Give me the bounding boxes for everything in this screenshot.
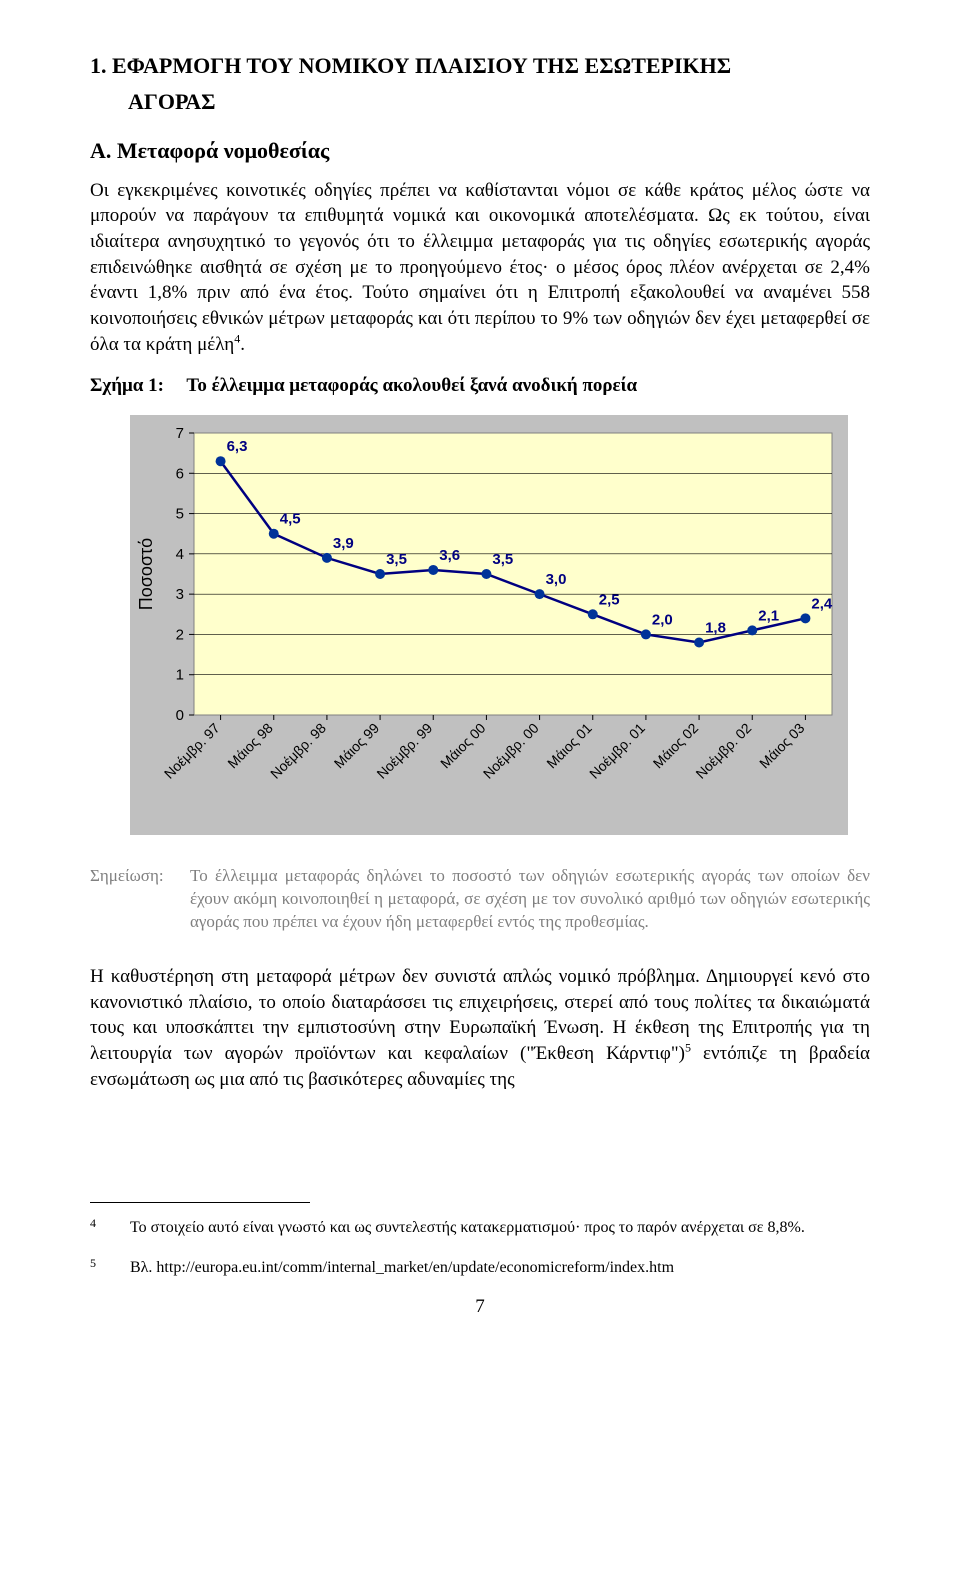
figure-note-text: Το έλλειμμα μεταφοράς δηλώνει το ποσοστό… [190,865,870,934]
svg-text:2,5: 2,5 [599,592,620,609]
svg-text:6: 6 [176,466,184,483]
figure-note: Σημείωση: Το έλλειμμα μεταφοράς δηλώνει … [90,865,870,934]
footnote-5-number: 5 [90,1255,130,1277]
svg-text:3,9: 3,9 [333,535,354,552]
heading-line-1: 1. ΕΦΑΡΜΟΓΗ ΤΟΥ ΝΟΜΙΚΟΥ ΠΛΑΙΣΙΟΥ ΤΗΣ ΕΣΩ… [90,50,870,82]
figure-1-chart: 0 1 2 3 4 5 6 7 6,3 4,5 3,9 3,5 3,6 3,5 3,0 2,5 2,0 1,8 2,… [130,415,848,835]
svg-text:0: 0 [176,707,184,724]
footnote-4: 4 Το στοιχείο αυτό είναι γνωστό και ως σ… [90,1217,870,1239]
footnote-4-number: 4 [90,1215,130,1237]
section-heading: 1. ΕΦΑΡΜΟΓΗ ΤΟΥ ΝΟΜΙΚΟΥ ΠΛΑΙΣΙΟΥ ΤΗΣ ΕΣΩ… [90,50,870,118]
figure-note-label: Σημείωση: [90,865,190,934]
paragraph-2: Η καθυστέρηση στη μεταφορά μέτρων δεν συ… [90,964,870,1092]
figure-caption-label: Σχήμα 1: [90,375,182,397]
svg-text:4: 4 [176,546,184,563]
heading-line-2: ΑΓΟΡΑΣ [90,86,870,118]
paragraph-1-text: Οι εγκεκριμένες κοινοτικές οδηγίες πρέπε… [90,180,870,355]
svg-text:6,3: 6,3 [227,438,248,455]
svg-text:3,5: 3,5 [386,551,407,568]
paragraph-1-end: . [240,334,245,355]
svg-text:1: 1 [176,667,184,684]
svg-text:4,5: 4,5 [280,511,301,528]
svg-text:7: 7 [176,425,184,442]
svg-text:3,0: 3,0 [546,571,567,588]
figure-1-caption: Σχήμα 1: Το έλλειμμα μεταφοράς ακολουθεί… [90,375,870,397]
footnote-5: 5 Βλ. http://europa.eu.int/comm/internal… [90,1257,870,1279]
svg-text:2: 2 [176,627,184,644]
svg-text:3,5: 3,5 [492,551,513,568]
svg-text:5: 5 [176,506,184,523]
svg-text:2,4: 2,4 [811,596,833,613]
paragraph-1: Οι εγκεκριμένες κοινοτικές οδηγίες πρέπε… [90,178,870,357]
figure-caption-text: Το έλλειμμα μεταφοράς ακολουθεί ξανά ανο… [186,375,637,396]
subheading-a: Α. Μεταφορά νομοθεσίας [90,138,870,164]
page-number: 7 [90,1296,870,1318]
footnote-4-text: Το στοιχείο αυτό είναι γνωστό και ως συν… [130,1217,805,1239]
footnote-separator [90,1202,310,1203]
svg-text:3,6: 3,6 [439,547,460,564]
svg-text:2,0: 2,0 [652,612,673,629]
svg-text:1,8: 1,8 [705,620,726,637]
svg-text:3: 3 [176,586,184,603]
svg-text:Ποσοστό: Ποσοστό [136,538,156,610]
svg-text:2,1: 2,1 [758,608,779,625]
footnote-5-text: Βλ. http://europa.eu.int/comm/internal_m… [130,1257,674,1279]
